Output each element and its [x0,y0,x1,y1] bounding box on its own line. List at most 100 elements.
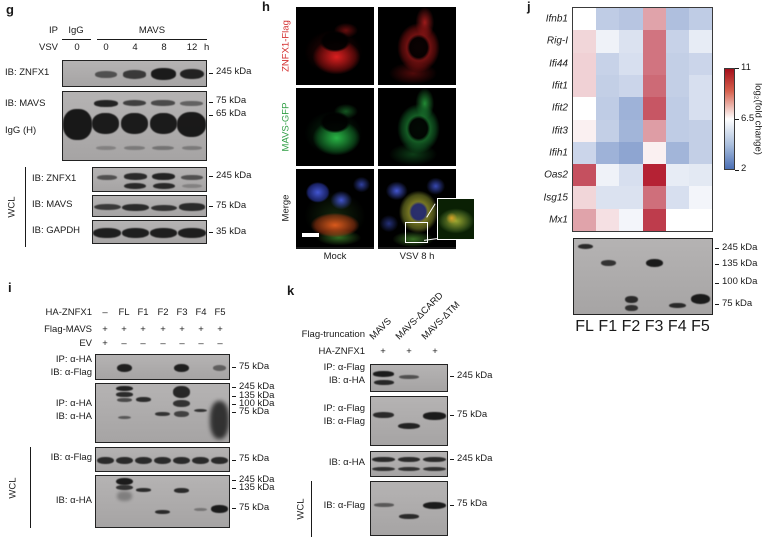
kda-tick [209,176,213,177]
g-ip-mavs: MAVS [138,25,166,36]
k-wcl-blot-flag [370,481,448,536]
kda-tick [715,264,719,266]
kda-tick [450,459,454,461]
i-ip-blot-flag-band [116,363,133,373]
i-lane-ev: – [102,307,108,318]
gene-label-Mx1: Mx1 [549,214,568,226]
i-lane-fl: FL [118,307,130,318]
heatmap-cell-Mx1-F5 [688,208,712,231]
k-row-ha-znfx1: HA-ZNFX1 [318,346,365,357]
g-ip-blot-mavs-igg [62,91,207,161]
heatmap [572,7,713,232]
h-row-merge: Merge [280,194,292,222]
heatmap-cell-Mx1-FL [573,208,597,231]
heatmap-cell-Ifit1-F3 [642,74,667,98]
kda-tick [209,114,213,116]
kda-tick [450,376,454,378]
k-wcl-bracket [311,481,313,537]
g-ip-blot-mavs-igg-band [180,100,204,106]
confocal-znfx1-vsv [378,7,456,85]
i-ip-blot-ha-band [117,415,132,420]
g-wcl-blot-gapdh-band [121,227,150,239]
heatmap-cell-Ifit1-FL [573,74,597,98]
g-vsv-t8: 8 [161,42,167,53]
heatmap-cell-Ifit2-FL [573,97,597,120]
heatmap-cell-Ifit2-F4 [665,97,690,120]
heatmap-cell-Rig-I-FL [573,30,597,54]
kda-label: 75 kDa [457,498,488,510]
heatmap-cell-Ifi44-F5 [688,52,712,76]
kda-tick [232,488,236,490]
g-wcl-blot-gapdh-band [149,227,178,239]
k-blot-ha-wcl-upper-band [372,466,396,472]
heatmap-cell-Ifi44-F3 [642,52,667,76]
colorbar-tickmark-max [735,68,739,69]
g-wcl-blot-mavs-band [93,203,121,211]
k-wcl-blot-flag-band [422,501,446,509]
kda-label: 35 kDa [216,225,247,237]
i-ip-blot-flag [95,354,230,380]
g-ip-blot-mavs-igg-band [63,108,92,140]
heatmap-cell-Ifi44-F4 [665,52,690,76]
i-wcl-blot-ha-band [116,485,133,491]
i-wcl-ib-aflag-label: IB: α-Flag [50,452,92,463]
h-vsv-overline [378,247,456,249]
i-wcl-blot-ha-band [116,491,133,501]
g-wcl-blot-mavs-band [121,203,149,211]
heatmap-cell-Ifi44-F1 [596,52,620,76]
heatmap-cell-Ifih1-FL [573,141,597,165]
i-wcl-blot-ha-band [135,488,152,493]
k-blot-ha-wcl-upper-band [422,466,446,472]
gene-label-Ifih1: Ifih1 [549,147,568,159]
heatmap-cell-Ifih1-F3 [642,141,667,165]
colorbar-label: log₂(fold change) [752,83,764,155]
i-flagmavs-7: + [217,324,223,335]
heatmap-cell-Rig-I-F3 [642,30,667,54]
kda-tick [450,504,454,506]
i-flagmavs-4: + [160,324,166,335]
i-row-flag-mavs: Flag-MAVS [44,324,92,335]
heatmap-cell-Ifit3-F1 [596,119,620,143]
colorbar-tick-min: 2 [741,163,747,174]
i-ip-blot-ha-band [173,411,190,417]
kda-tick [232,480,236,482]
kda-label: 75 kDa [239,405,270,417]
heatmap-cell-Isg15-F1 [596,186,620,210]
i-wcl-blot-ha-band [115,477,134,485]
g-ip-igg: IgG [68,25,84,36]
g-ip-blot-mavs-igg-band [151,100,175,106]
kda-tick [715,248,719,249]
heatmap-cell-Isg15-F5 [688,186,712,210]
g-mavs-underline [97,39,207,41]
i-flagmavs-3: + [140,324,146,335]
k-ip-blot-ha [370,364,448,392]
heatmap-cell-Ifit3-F2 [619,119,643,143]
i-wcl-blot-flag-band [97,456,114,465]
i-flagmavs-6: + [198,324,204,335]
gene-label-Ifit1: Ifit1 [551,80,568,92]
g-wcl-blot-gapdh-band [93,227,121,239]
k-wcl-label: WCL [295,498,307,520]
h-row-znfx1-flag: ZNFX1-Flag [280,20,292,72]
heatmap-cell-Oas2-F1 [596,164,620,187]
colorbar-tickmark-min [735,170,739,171]
kda-tick [232,412,236,414]
g-vsv-t4: 4 [132,42,138,53]
heatmap-cell-Ifit1-F5 [688,74,712,98]
heatmap-cell-Ifit3-FL [573,119,597,143]
i-wcl-blot-ha-band [173,487,190,493]
g-ip-label: IP [49,25,58,36]
g-ip-blot-znfx1-band [122,70,147,79]
i-wcl-blot-flag-band [211,456,228,465]
g-vsv-t12: 12 [186,42,198,53]
confocal-znfx1-mock [296,7,374,85]
kda-tick [209,72,213,74]
heatmap-cell-Ifi44-F2 [619,52,643,76]
gene-label-Ifnb1: Ifnb1 [545,13,568,25]
kda-label: 245 kDa [457,369,493,381]
heatmap-cell-Ifih1-F1 [596,141,620,165]
g-wcl-blot-mavs-band [150,204,177,212]
i-ev-6: – [198,338,204,349]
k-ip-aflag-label: IP: α-Flag [323,362,365,373]
kda-label: 75 kDa [216,95,247,106]
